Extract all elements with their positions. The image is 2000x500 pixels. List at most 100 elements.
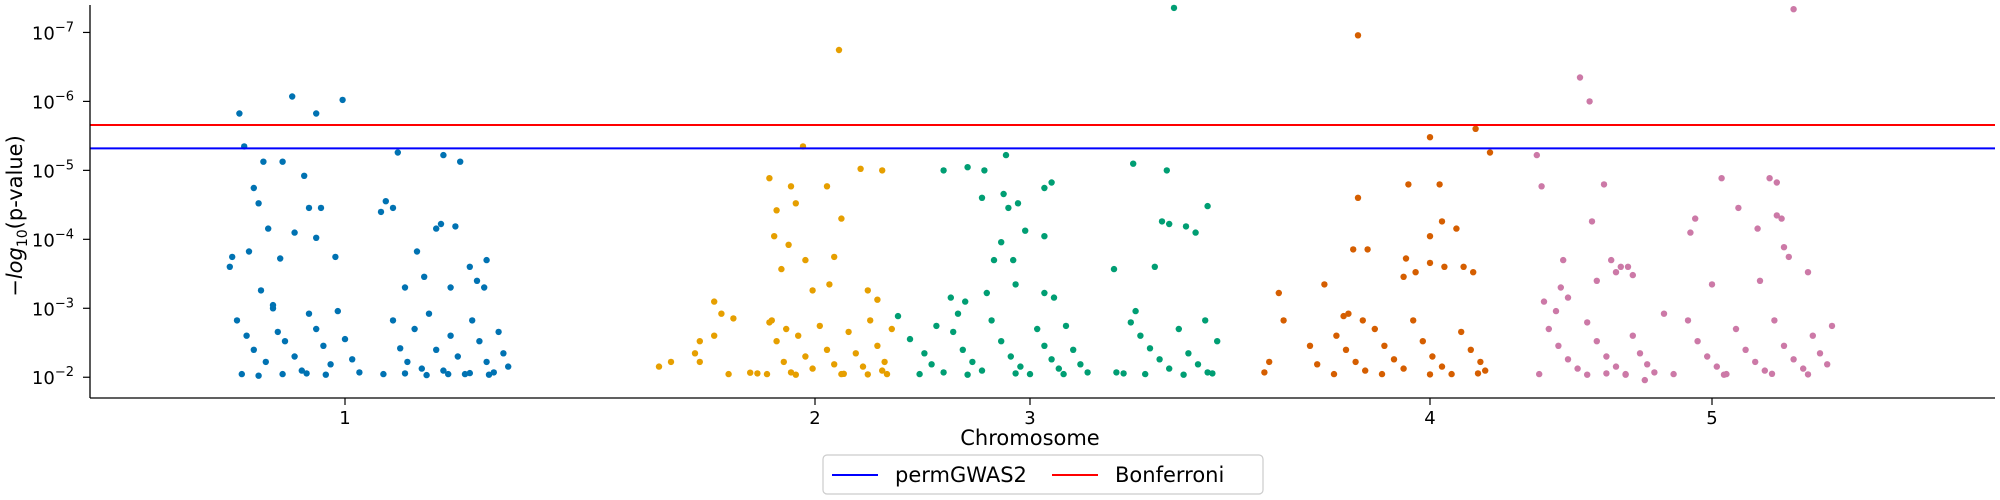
point-chr1-73 [469,317,476,324]
point-chr5-18 [1766,175,1773,182]
point-chr5-13 [1557,284,1565,291]
point-chr5-39 [1603,353,1610,360]
point-chr2-25 [711,332,718,339]
point-chr3-3 [940,167,947,174]
point-chr5-4 [1600,181,1608,188]
point-chr5-65 [1824,361,1831,368]
point-chr3-49 [1170,4,1178,12]
point-chr1-26 [382,198,389,205]
point-chr3-37 [1034,325,1041,333]
point-chr2-38 [823,346,831,353]
point-chr4-17 [1460,263,1467,270]
point-chr2-46 [881,358,888,366]
point-chr5-50 [1684,317,1692,324]
point-chr4-32 [1429,353,1436,360]
point-chr4-46 [1280,317,1287,324]
point-chr3-60 [1127,319,1135,326]
point-chr3-30 [969,358,976,366]
point-chr5-34 [1555,342,1562,349]
point-chr2-7 [838,215,845,222]
point-chr5-27 [1754,225,1761,232]
point-chr3-61 [1137,332,1144,339]
point-chr2-28 [768,317,775,324]
point-chr1-76 [490,369,497,376]
point-chr5-23 [1735,204,1742,212]
point-chr2-50 [725,370,732,378]
point-chr4-7 [1438,218,1446,225]
point-chr3-23 [954,310,962,317]
point-chr2-13 [831,253,838,261]
point-chr1-12 [265,225,272,232]
point-chr3-16 [962,298,969,305]
point-chr5-59 [1771,317,1778,324]
y-axis-title-sub: 10 [15,229,31,247]
point-chr3-50 [1130,160,1137,167]
point-chr4-30 [1410,317,1417,324]
point-chr5-1 [1586,98,1593,105]
x-tick-label-3: 4 [1424,408,1435,429]
point-chr3-14 [990,256,998,264]
point-chr4-18 [1470,269,1477,276]
point-chr1-38 [481,284,488,291]
point-chr1-4 [339,96,346,104]
x-tick-label-4: 5 [1706,408,1717,429]
y-tick-label-4: 10−3 [32,296,74,320]
point-chr5-63 [1809,332,1817,339]
point-chr2-18 [874,296,881,303]
point-chr3-7 [1048,179,1055,186]
point-chr5-32 [1536,370,1543,378]
point-chr3-74 [1120,370,1127,377]
point-chr1-24 [457,158,464,165]
point-chr1-11 [305,204,313,212]
x-axis-title: Chromosome [960,426,1099,450]
point-chr5-51 [1694,338,1701,345]
point-chr4-38 [1482,367,1489,374]
point-chr1-22 [394,149,401,156]
point-chr1-33 [466,263,473,270]
point-chr5-31 [1756,277,1764,284]
point-chr1-79 [505,363,512,370]
point-chr1-25 [389,204,397,212]
point-chr2-11 [785,241,792,248]
point-chr1-7 [301,172,308,179]
point-chr5-6 [1608,256,1615,264]
point-chr5-5 [1588,218,1596,225]
point-chr3-38 [1041,342,1048,349]
point-chr2-36 [809,365,816,372]
point-chr1-28 [452,223,459,230]
point-chr2-4 [766,175,773,182]
point-chr1-23 [440,151,447,159]
y-tick-label-2: 10−5 [32,158,74,182]
point-chr3-33 [998,338,1005,345]
point-chr4-11 [1364,246,1371,253]
point-chr3-43 [1077,361,1084,368]
point-chr1-51 [327,361,334,368]
point-chr4-1 [1426,134,1434,141]
point-chr4-26 [1371,325,1379,333]
point-chr1-45 [281,338,289,345]
point-chr3-62 [1146,345,1154,352]
point-chr2-30 [763,370,771,378]
point-chr3-53 [1158,218,1166,225]
point-chr2-41 [845,328,852,336]
point-chr3-69 [1214,338,1221,345]
point-chr1-47 [298,367,305,374]
point-chr4-20 [1340,312,1347,320]
point-chr1-60 [322,371,329,378]
point-chr5-37 [1584,319,1591,326]
point-chr5-29 [1804,269,1812,276]
point-chr5-52 [1704,353,1711,360]
point-chr2-54 [864,371,871,378]
point-chr2-0 [835,46,843,54]
point-chr1-66 [418,365,425,372]
point-chr2-17 [864,287,871,294]
point-chr4-48 [1261,369,1268,376]
point-chr1-56 [238,370,245,378]
point-chr2-15 [809,287,816,294]
point-chr2-8 [773,207,780,214]
point-chr2-5 [787,183,795,190]
point-chr1-68 [433,346,440,353]
point-chr1-20 [229,253,236,261]
scatter-points [226,4,1836,384]
point-chr2-56 [667,358,675,366]
